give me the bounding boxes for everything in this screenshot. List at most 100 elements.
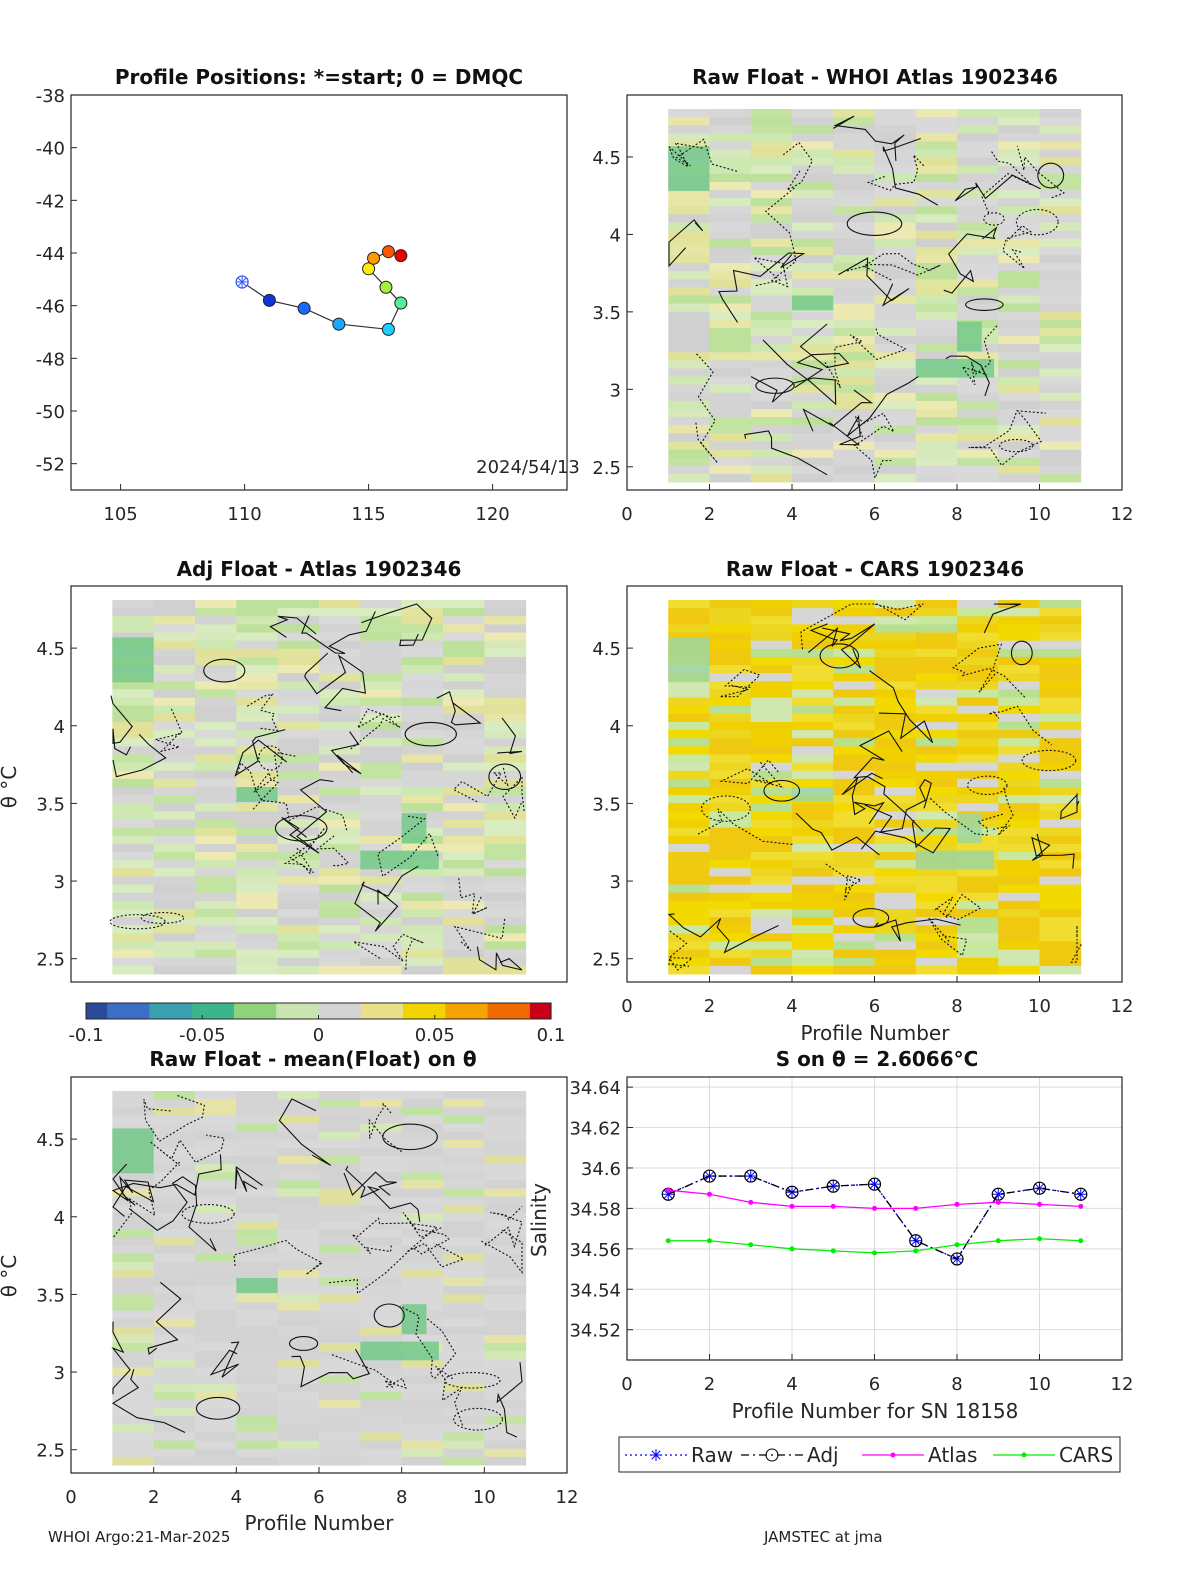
heatmap-cell	[443, 1147, 485, 1157]
heatmap-patch	[360, 850, 439, 870]
heatmap-cell	[792, 648, 834, 658]
heatmap-cell	[833, 263, 875, 272]
x-tick-label: 0	[65, 1487, 76, 1508]
x-tick-label: 4	[786, 1374, 797, 1395]
heatmap-cell	[236, 1351, 279, 1360]
colorbar-tick-label: 0	[313, 1025, 324, 1046]
heatmap-cell	[112, 1343, 155, 1352]
heatmap-cell	[236, 1334, 279, 1344]
contour-line	[668, 219, 704, 268]
heatmap-cell	[277, 673, 320, 682]
heatmap-cell	[709, 271, 752, 280]
contour-line	[315, 835, 350, 867]
x-tick-label: 4	[231, 1487, 242, 1508]
heatmap-cell	[833, 246, 875, 256]
heatmap-cell	[153, 1440, 196, 1450]
heatmap-cell	[277, 1432, 320, 1442]
heatmap-cell	[443, 852, 485, 861]
heatmap-cell	[915, 271, 958, 280]
heatmap-cell	[401, 1237, 444, 1246]
heatmap-cell	[668, 287, 710, 296]
heatmap-cell	[360, 1139, 403, 1149]
heatmap-cell	[709, 860, 752, 869]
contour-loop	[140, 911, 185, 924]
heatmap-cell	[750, 238, 793, 248]
heatmap-cell	[153, 1448, 196, 1458]
heatmap-cell	[112, 632, 155, 642]
heatmap-cell	[195, 1229, 237, 1238]
heatmap-cell	[915, 616, 958, 625]
heatmap-cell	[792, 860, 834, 869]
heatmap-cell	[236, 835, 279, 845]
x-tick-label: 2	[148, 1487, 159, 1508]
heatmap-cell	[833, 400, 875, 410]
heatmap-cell	[709, 835, 752, 845]
heatmap-cell	[709, 230, 752, 240]
heatmap-cell	[750, 852, 793, 861]
heatmap-cell	[1039, 165, 1082, 175]
heatmap-cell	[998, 125, 1040, 134]
heatmap-cell	[112, 965, 155, 975]
heatmap-cell	[360, 640, 403, 650]
heatmap-cell	[401, 1188, 444, 1198]
contour-line	[153, 708, 183, 753]
contour-line	[719, 668, 761, 698]
heatmap-cell	[443, 917, 485, 926]
heatmap-cell	[443, 1269, 485, 1279]
heatmap-cell	[153, 1147, 196, 1157]
heatmap-cell	[874, 360, 917, 369]
heatmap-cell	[319, 803, 361, 812]
heatmap-cell	[709, 165, 752, 175]
heatmap-cell	[195, 681, 237, 690]
series-point-cars	[830, 1248, 836, 1254]
heatmap-cell	[195, 917, 237, 926]
series-point-cars	[954, 1242, 960, 1248]
y-tick-label: -38	[36, 86, 65, 107]
heatmap-cell	[484, 656, 527, 666]
heatmap-cell	[153, 1416, 196, 1425]
heatmap-cell	[833, 449, 875, 459]
colorbar-segment	[329, 1003, 341, 1019]
heatmap-cell	[874, 787, 917, 796]
heatmap-cell	[1039, 941, 1082, 951]
heatmap-cell	[668, 263, 710, 272]
heatmap-cell	[833, 860, 875, 869]
contour-line	[300, 611, 376, 655]
heatmap-cell	[401, 1399, 444, 1409]
heatmap-cell	[277, 713, 320, 723]
heatmap-cell	[277, 754, 320, 764]
contour-line	[869, 670, 934, 743]
heatmap-cell	[319, 1416, 361, 1425]
heatmap-cell	[709, 949, 752, 959]
heatmap-cell	[957, 656, 999, 666]
heatmap-cell	[360, 1196, 403, 1206]
heatmap-cell	[998, 762, 1040, 772]
heatmap-cell	[833, 149, 875, 159]
heatmap-cell	[709, 925, 752, 934]
series-point-raw	[663, 1189, 673, 1199]
heatmap-cell	[1039, 376, 1082, 386]
heatmap-cell	[195, 640, 237, 650]
heatmap-cell	[112, 616, 155, 625]
heatmap-cell	[668, 109, 710, 118]
heatmap-cell	[792, 917, 834, 926]
heatmap-cell	[957, 778, 999, 788]
heatmap-cell	[484, 1278, 527, 1287]
heatmap-cell	[360, 1334, 403, 1344]
y-tick-label: -40	[36, 139, 65, 160]
heatmap-cell	[874, 392, 917, 402]
contour-line	[496, 1362, 523, 1438]
heatmap-cell	[112, 787, 155, 796]
heatmap-cell	[112, 1221, 155, 1230]
heatmap-cell	[709, 713, 752, 723]
series-point-adj	[909, 1234, 923, 1248]
heatmap-cell	[1039, 181, 1082, 191]
heatmap-cell	[195, 746, 237, 755]
heatmap-cell	[277, 1367, 320, 1377]
heatmap-cell	[915, 957, 958, 967]
heatmap-cell	[195, 1456, 237, 1466]
heatmap-cell	[443, 624, 485, 634]
heatmap-cell	[915, 157, 958, 167]
heatmap-cell	[668, 198, 710, 207]
heatmap-cell	[112, 1408, 155, 1417]
